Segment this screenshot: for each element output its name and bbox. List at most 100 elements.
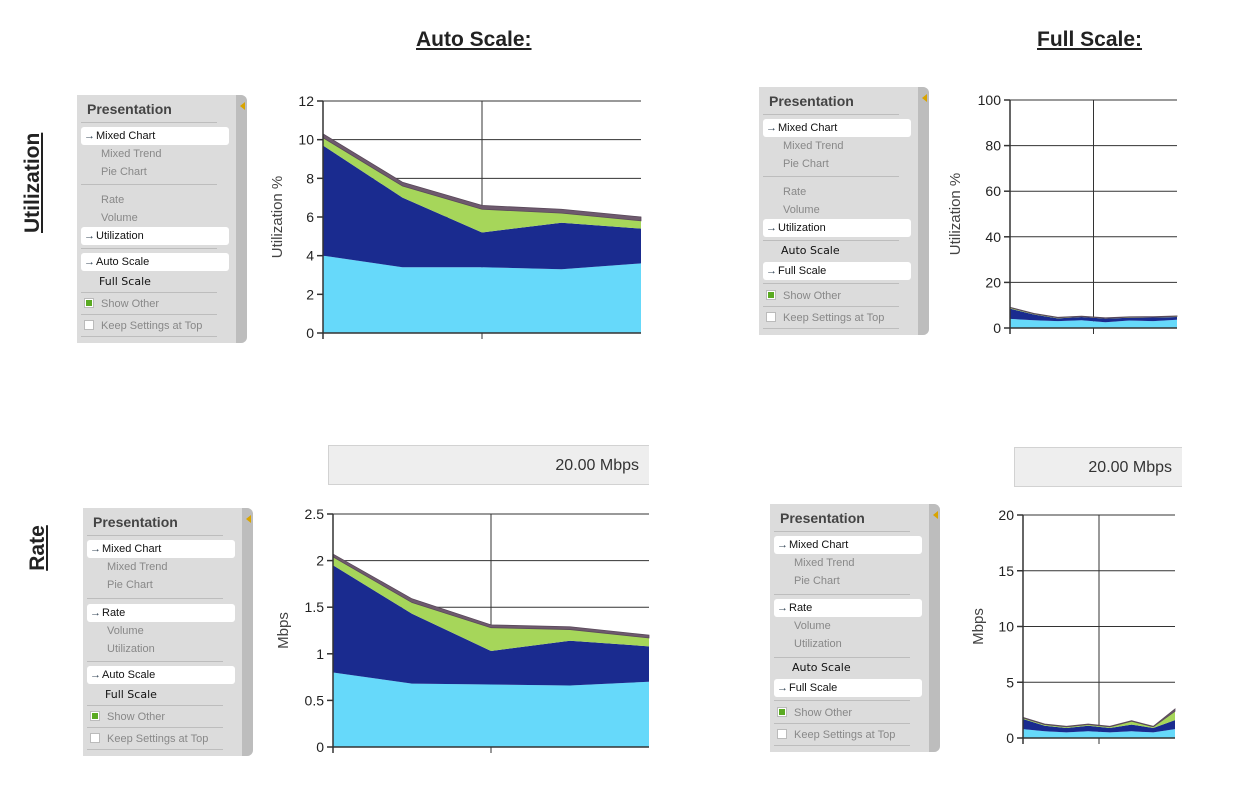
keep-settings-checkbox[interactable]: Keep Settings at Top xyxy=(774,726,922,744)
utilization-option[interactable]: Utilization xyxy=(794,638,842,650)
auto-scale-option[interactable]: Auto Scale xyxy=(81,253,229,271)
pie-chart-option[interactable]: Pie Chart xyxy=(101,166,147,178)
mixed-trend-option[interactable]: Mixed Trend xyxy=(783,140,844,152)
keep-settings-label: Keep Settings at Top xyxy=(101,320,203,332)
show-other-checkbox[interactable]: Show Other xyxy=(81,295,229,313)
full-scale-option[interactable]: Full Scale xyxy=(774,679,922,697)
show-other-checkbox[interactable]: Show Other xyxy=(774,704,922,722)
separator xyxy=(81,314,217,315)
presentation-panel-rate-auto: Presentation Mixed Chart Mixed Trend Pie… xyxy=(83,508,253,756)
panel-title: Presentation xyxy=(93,514,178,530)
show-other-checkbox[interactable]: Show Other xyxy=(763,287,911,305)
checkbox-checked-icon[interactable] xyxy=(766,290,776,300)
checkbox-checked-icon[interactable] xyxy=(90,711,100,721)
y-tick-label: 1.5 xyxy=(305,599,325,615)
panel-title: Presentation xyxy=(780,510,865,526)
y-tick-label: 40 xyxy=(985,229,1001,245)
area-series-1 xyxy=(323,255,641,333)
checkbox-checked-icon[interactable] xyxy=(777,707,787,717)
panel-title: Presentation xyxy=(769,93,854,109)
area-series-4 xyxy=(332,553,650,639)
separator xyxy=(87,749,223,750)
volume-option[interactable]: Volume xyxy=(107,625,144,637)
y-tick-label: 0 xyxy=(993,320,1001,336)
mixed-trend-option[interactable]: Mixed Trend xyxy=(794,557,855,569)
keep-settings-label: Keep Settings at Top xyxy=(794,729,896,741)
area-series-2 xyxy=(1010,308,1177,323)
y-tick-label: 6 xyxy=(306,209,314,225)
pie-chart-option[interactable]: Pie Chart xyxy=(107,579,153,591)
show-other-checkbox[interactable]: Show Other xyxy=(87,708,235,726)
auto-scale-option[interactable]: Auto Scale xyxy=(87,666,235,684)
checkbox-unchecked-icon[interactable] xyxy=(84,320,94,330)
checkbox-unchecked-icon[interactable] xyxy=(777,729,787,739)
utilization-option[interactable]: Utilization xyxy=(81,227,229,245)
auto-scale-option[interactable]: Auto Scale xyxy=(792,661,851,674)
checkbox-unchecked-icon[interactable] xyxy=(90,733,100,743)
mixed-chart-option[interactable]: Mixed Chart xyxy=(763,119,911,137)
separator xyxy=(81,248,217,249)
pie-chart-option[interactable]: Pie Chart xyxy=(783,158,829,170)
separator xyxy=(774,700,910,701)
y-axis-label: Mbps xyxy=(970,608,987,645)
mixed-chart-option[interactable]: Mixed Chart xyxy=(81,127,229,145)
y-tick-label: 80 xyxy=(985,138,1001,154)
rate-bar-auto: 20.00 Mbps xyxy=(328,445,649,485)
separator xyxy=(763,240,899,241)
area-series-3 xyxy=(323,137,641,233)
mixed-trend-option[interactable]: Mixed Trend xyxy=(101,148,162,160)
mixed-trend-option[interactable]: Mixed Trend xyxy=(107,561,168,573)
collapse-arrow-icon[interactable] xyxy=(933,511,938,519)
separator xyxy=(87,705,223,706)
mixed-chart-option[interactable]: Mixed Chart xyxy=(87,540,235,558)
y-tick-label: 8 xyxy=(306,170,314,186)
rate-option[interactable]: Rate xyxy=(87,604,235,622)
rate-option[interactable]: Rate xyxy=(774,599,922,617)
utilization-option[interactable]: Utilization xyxy=(763,219,911,237)
panel-collapse-strip[interactable] xyxy=(918,87,929,335)
rate-option[interactable]: Rate xyxy=(783,186,807,198)
full-scale-option[interactable]: Full Scale xyxy=(763,262,911,280)
separator xyxy=(774,594,910,595)
full-scale-option[interactable]: Full Scale xyxy=(105,688,157,701)
show-other-label: Show Other xyxy=(794,707,853,719)
y-tick-label: 5 xyxy=(1006,674,1014,690)
volume-option[interactable]: Volume xyxy=(783,204,820,216)
y-tick-label: 15 xyxy=(998,563,1014,579)
panel-collapse-strip[interactable] xyxy=(242,508,253,756)
show-other-label: Show Other xyxy=(107,711,166,723)
volume-option[interactable]: Volume xyxy=(794,620,831,632)
area-series-4 xyxy=(322,133,642,222)
y-tick-label: 0 xyxy=(1006,730,1014,746)
area-series-1 xyxy=(333,672,649,747)
checkbox-checked-icon[interactable] xyxy=(84,298,94,308)
collapse-arrow-icon[interactable] xyxy=(240,102,245,110)
y-tick-label: 0 xyxy=(306,325,314,341)
full-scale-option[interactable]: Full Scale xyxy=(99,275,151,288)
auto-scale-option[interactable]: Auto Scale xyxy=(781,244,840,257)
collapse-arrow-icon[interactable] xyxy=(246,515,251,523)
volume-option[interactable]: Volume xyxy=(101,212,138,224)
separator xyxy=(87,727,223,728)
panel-collapse-strip[interactable] xyxy=(929,504,940,752)
area-series-3 xyxy=(1023,711,1175,728)
separator xyxy=(763,176,899,177)
rate-option[interactable]: Rate xyxy=(101,194,125,206)
rate-bar-full: 20.00 Mbps xyxy=(1014,447,1182,487)
keep-settings-checkbox[interactable]: Keep Settings at Top xyxy=(763,309,911,327)
checkbox-unchecked-icon[interactable] xyxy=(766,312,776,322)
separator xyxy=(774,745,910,746)
area-series-1 xyxy=(1010,318,1177,328)
area-series-2 xyxy=(333,565,649,686)
mixed-chart-option[interactable]: Mixed Chart xyxy=(774,536,922,554)
keep-settings-checkbox[interactable]: Keep Settings at Top xyxy=(87,730,235,748)
keep-settings-checkbox[interactable]: Keep Settings at Top xyxy=(81,317,229,335)
panel-collapse-strip[interactable] xyxy=(236,95,247,343)
collapse-arrow-icon[interactable] xyxy=(922,94,927,102)
pie-chart-option[interactable]: Pie Chart xyxy=(794,575,840,587)
utilization-option[interactable]: Utilization xyxy=(107,643,155,655)
separator xyxy=(763,306,899,307)
y-tick-label: 0 xyxy=(316,739,324,755)
y-tick-label: 4 xyxy=(306,248,314,264)
separator xyxy=(774,657,910,658)
